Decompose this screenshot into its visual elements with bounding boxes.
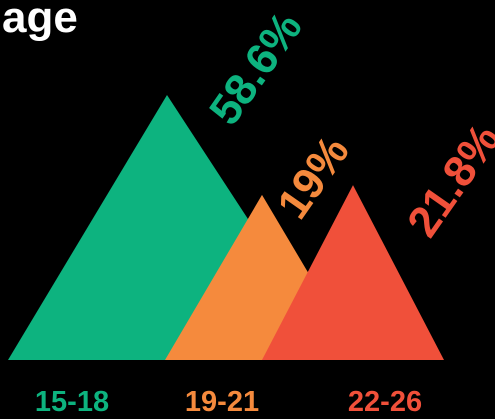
peaks-group: [8, 95, 444, 360]
peak-22-26: [262, 185, 444, 360]
category-labels-group: 15-18 19-21 22-26: [35, 386, 422, 418]
value-label-15-18: 58.6%: [200, 3, 312, 133]
category-label-19-21: 19-21: [185, 386, 259, 418]
value-label-22-26: 21.8%: [398, 115, 495, 245]
category-label-15-18: 15-18: [35, 386, 109, 418]
category-label-22-26: 22-26: [348, 386, 422, 418]
chart-title: age: [2, 0, 78, 42]
